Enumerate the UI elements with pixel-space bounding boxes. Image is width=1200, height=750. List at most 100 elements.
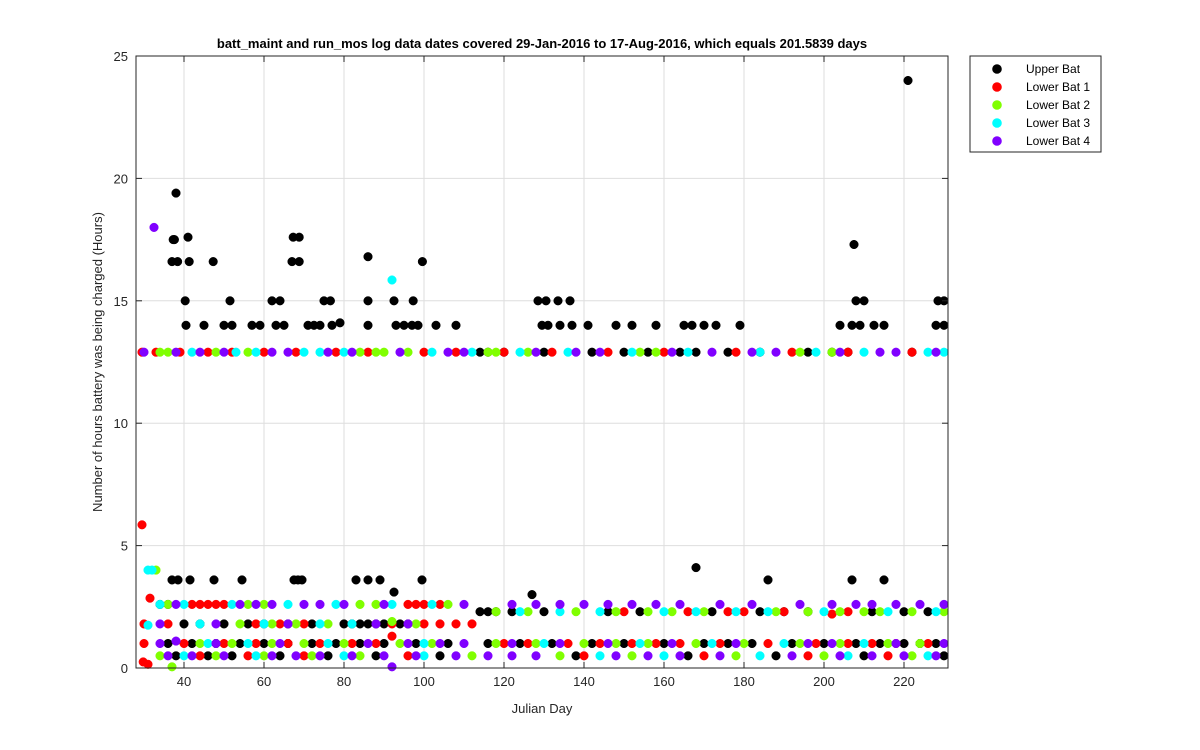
data-point xyxy=(339,651,349,661)
data-point xyxy=(771,347,781,357)
data-point xyxy=(171,188,181,198)
data-point xyxy=(299,619,309,629)
data-point xyxy=(755,607,765,617)
data-point xyxy=(451,619,461,629)
data-point xyxy=(939,651,949,661)
data-point xyxy=(143,620,153,630)
data-point xyxy=(243,638,253,649)
data-point xyxy=(635,347,645,357)
data-point xyxy=(875,638,885,649)
data-point xyxy=(147,565,157,575)
data-point xyxy=(251,651,261,661)
data-point xyxy=(195,599,205,609)
data-point xyxy=(243,347,253,357)
data-point xyxy=(363,638,373,649)
data-point xyxy=(731,638,741,649)
data-point xyxy=(683,347,693,357)
data-point xyxy=(475,607,485,617)
data-point xyxy=(931,638,941,649)
data-point xyxy=(315,619,325,629)
data-point xyxy=(173,575,183,585)
data-point xyxy=(771,607,781,617)
data-point xyxy=(467,651,477,661)
data-point xyxy=(811,347,821,357)
data-point xyxy=(195,347,205,357)
data-point xyxy=(787,347,797,357)
data-point xyxy=(547,347,557,357)
data-point xyxy=(483,651,493,661)
data-point xyxy=(227,651,237,661)
data-point xyxy=(331,599,341,609)
data-point xyxy=(711,320,721,330)
data-point xyxy=(803,651,813,661)
data-point xyxy=(879,320,889,330)
data-point xyxy=(387,616,397,627)
data-point xyxy=(403,599,413,609)
data-point xyxy=(611,651,621,661)
data-point xyxy=(659,347,669,357)
data-point xyxy=(155,599,165,609)
data-point xyxy=(715,599,725,609)
data-point xyxy=(523,638,533,649)
data-point xyxy=(459,638,469,649)
data-point xyxy=(587,638,597,649)
x-axis-label: Julian Day xyxy=(512,701,573,716)
data-point xyxy=(843,347,853,357)
legend-item: Lower Bat 2 xyxy=(992,98,1090,112)
data-point xyxy=(491,607,501,617)
data-point xyxy=(339,347,349,357)
data-point xyxy=(251,347,261,357)
data-point xyxy=(299,599,309,609)
data-point xyxy=(171,347,181,357)
data-point xyxy=(389,296,399,306)
data-point xyxy=(219,638,229,649)
data-point xyxy=(555,599,565,609)
data-point xyxy=(185,575,195,585)
data-point xyxy=(203,651,213,661)
data-point xyxy=(667,347,677,357)
data-point xyxy=(555,320,565,330)
data-point xyxy=(137,520,147,530)
data-point xyxy=(208,257,218,267)
data-point xyxy=(371,619,381,629)
data-point xyxy=(403,638,413,649)
data-point xyxy=(795,599,805,609)
data-point xyxy=(483,347,493,357)
data-point xyxy=(851,599,861,609)
data-point xyxy=(315,347,325,357)
data-point xyxy=(443,347,453,357)
data-point xyxy=(567,320,577,330)
data-point xyxy=(699,320,709,330)
data-point xyxy=(803,607,813,617)
data-point xyxy=(707,607,717,617)
data-point xyxy=(675,651,685,661)
data-point xyxy=(291,347,301,357)
data-point xyxy=(563,638,573,649)
data-point xyxy=(267,347,277,357)
data-point xyxy=(883,607,893,617)
data-point xyxy=(411,619,421,629)
data-point xyxy=(379,599,389,609)
y-tick-label: 0 xyxy=(121,661,128,676)
data-point xyxy=(355,619,365,629)
data-point xyxy=(275,651,285,661)
data-point xyxy=(683,607,693,617)
data-point xyxy=(923,638,933,649)
data-point xyxy=(903,75,913,86)
series-lower-bat-3 xyxy=(143,275,949,661)
data-point xyxy=(179,651,189,661)
data-point xyxy=(403,347,413,357)
series-lower-bat-2 xyxy=(151,347,949,672)
data-point xyxy=(155,651,165,661)
data-point xyxy=(275,619,285,629)
data-point xyxy=(827,347,837,357)
data-point xyxy=(627,638,637,649)
x-tick-label: 180 xyxy=(733,674,755,689)
data-point xyxy=(225,296,235,306)
data-point xyxy=(203,638,213,649)
data-point xyxy=(179,599,189,609)
data-point xyxy=(203,599,213,609)
data-point xyxy=(883,651,893,661)
data-point xyxy=(403,619,413,629)
